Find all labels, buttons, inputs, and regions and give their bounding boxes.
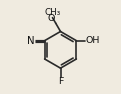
Text: F: F [58,77,63,86]
Text: N: N [27,36,35,46]
Text: OH: OH [85,36,100,45]
Text: CH₃: CH₃ [44,8,61,17]
Text: O: O [48,14,55,23]
